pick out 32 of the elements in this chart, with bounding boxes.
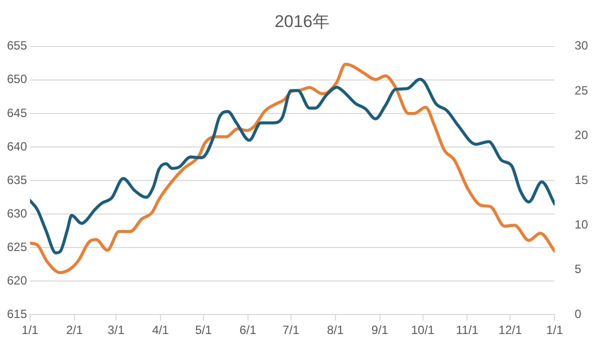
x-tick-label: 1/1 — [546, 323, 564, 338]
y2-tick-label: 10 — [574, 218, 588, 232]
x-tick-label: 11/1 — [456, 323, 479, 338]
y2-tick-label: 0 — [574, 306, 582, 321]
x-tick-label: 6/1 — [240, 323, 257, 338]
chart-title: 2016年 — [274, 12, 330, 31]
y2-tick-label: 30 — [574, 38, 588, 53]
x-tick-label: 12/1 — [498, 323, 522, 338]
x-tick-label: 1/1 — [22, 323, 39, 338]
x-tick-label: 4/1 — [152, 323, 170, 338]
line-series — [30, 78, 555, 254]
y-tick-label: 615 — [6, 306, 28, 321]
y2-tick-label: 15 — [574, 172, 588, 187]
y-tick-label: 655 — [6, 38, 28, 53]
y-tick-label: 635 — [6, 172, 28, 187]
x-tick-label: 7/1 — [282, 323, 300, 338]
y-tick-label: 620 — [6, 273, 28, 288]
y-tick-label: 625 — [6, 240, 28, 254]
line-series — [30, 62, 555, 274]
y-tick-label: 630 — [6, 206, 28, 220]
y2-tick-label: 20 — [574, 128, 588, 142]
y-tick-label: 645 — [6, 106, 28, 120]
x-tick-label: 3/1 — [108, 323, 125, 338]
y-tick-label: 640 — [6, 139, 28, 154]
y2-tick-label: 5 — [574, 262, 582, 276]
x-tick-label: 10/1 — [411, 323, 435, 338]
y-tick-label: 650 — [6, 72, 28, 86]
x-tick-label: 5/1 — [195, 323, 212, 338]
y2-tick-label: 25 — [574, 83, 588, 98]
x-tick-label: 2/1 — [66, 323, 84, 338]
x-tick-label: 9/1 — [371, 323, 388, 338]
x-tick-label: 8/1 — [326, 323, 344, 338]
